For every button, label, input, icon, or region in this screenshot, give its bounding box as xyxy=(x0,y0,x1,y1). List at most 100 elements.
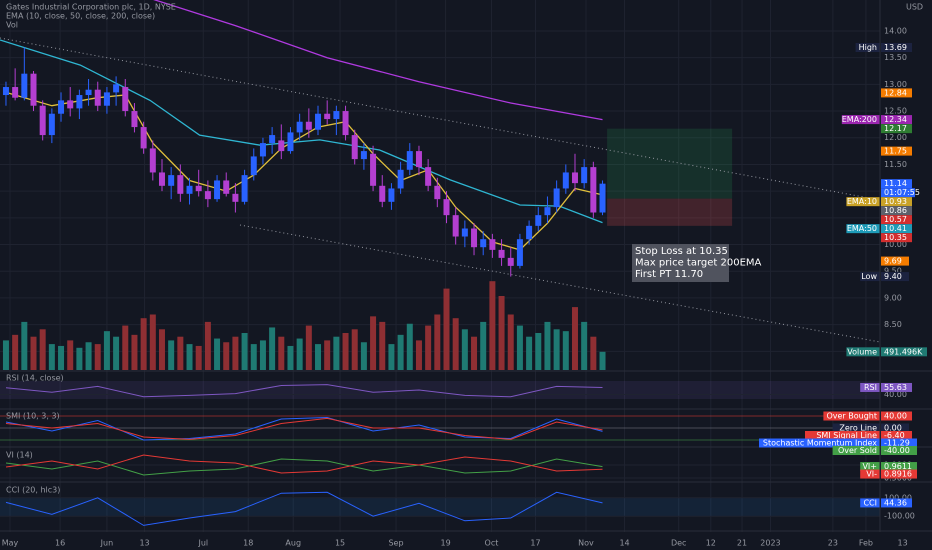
axis-name-box xyxy=(860,469,880,479)
volume-bar xyxy=(223,342,230,370)
axis-label-box xyxy=(881,215,912,225)
axis-name: EMA:200 xyxy=(842,115,877,124)
axis-label-box xyxy=(881,224,912,234)
axis-label-box xyxy=(881,423,909,433)
axis-name-box xyxy=(860,498,880,508)
volume-bar xyxy=(333,336,340,370)
volume-bar xyxy=(30,336,37,370)
axis-label: 0.00 xyxy=(884,424,902,433)
volume-bar xyxy=(204,321,211,370)
volume-bar xyxy=(259,340,266,370)
candle-body xyxy=(461,228,468,237)
indicator-line xyxy=(5,417,603,440)
axis-name: EMA:10 xyxy=(847,197,877,206)
axis-label-box xyxy=(881,43,912,53)
axis-name-box xyxy=(860,462,880,472)
axes: May 16 Jun 13 Jul 18 Aug 15 Sep 19 Oct 17 Nov 14 Dec 12… xyxy=(2,26,908,547)
axis-name: EMA:50 xyxy=(847,224,877,233)
volume-bar xyxy=(553,329,560,370)
axis-label: 10.35 xyxy=(884,233,907,242)
candle-body xyxy=(379,185,386,202)
axis-label: 12.84 xyxy=(884,88,907,97)
currency: USD xyxy=(906,3,923,12)
candle-body xyxy=(590,167,597,213)
candle-body xyxy=(158,172,165,186)
candle-body xyxy=(177,175,184,194)
candle-body xyxy=(351,135,358,160)
x-tick-label: Sep xyxy=(388,539,403,548)
candle-body xyxy=(388,188,395,202)
annotation-text: Stop Loss at 10.35 xyxy=(635,246,728,257)
candle-body xyxy=(186,185,193,194)
axis-label-box xyxy=(881,179,912,189)
axis-label: 0.9611 xyxy=(884,462,912,471)
volume-bar xyxy=(324,340,331,370)
candle-body xyxy=(544,207,551,216)
y-tick-label: 13.50 xyxy=(884,53,907,62)
axis-name: CCI xyxy=(863,498,877,507)
axis-label: 13.69 xyxy=(884,43,907,52)
candle-body xyxy=(471,228,478,248)
axis-label: -40.00 xyxy=(884,446,910,455)
volume-bar xyxy=(370,316,377,370)
candle-body xyxy=(287,132,294,152)
axis-name-box xyxy=(841,115,880,125)
axis-label: 40.00 xyxy=(884,412,907,421)
candle-body xyxy=(103,92,110,106)
x-tick-label: 19 xyxy=(440,539,450,548)
candle-body xyxy=(526,225,533,240)
volume-bar xyxy=(214,338,221,370)
volume-bar xyxy=(241,333,248,370)
axis-name: Volume xyxy=(847,347,877,356)
candle-body xyxy=(406,151,413,170)
candle-body xyxy=(12,87,19,98)
candle-body xyxy=(168,175,175,186)
candle-body xyxy=(195,185,202,192)
axis-label-box xyxy=(881,146,912,156)
axis-label: 12.17 xyxy=(884,124,907,133)
volume-bar xyxy=(67,340,74,370)
volume-bar xyxy=(278,336,285,370)
volume-bar xyxy=(250,344,257,370)
axis-label: 11.14 xyxy=(884,179,907,188)
axis-name: Over Bought xyxy=(826,412,877,421)
volume-bar xyxy=(599,351,606,370)
volume-bar xyxy=(186,344,193,370)
axis-name-box xyxy=(846,197,880,207)
target-zone xyxy=(607,128,733,199)
x-tick-label: Jun xyxy=(100,539,114,548)
axis-label-box xyxy=(881,115,912,125)
axis-label-box xyxy=(881,469,917,479)
axis-name: SMI Signal Line xyxy=(816,431,877,440)
grid xyxy=(0,0,880,532)
axis-label-box xyxy=(881,462,917,472)
candle-body xyxy=(232,193,239,202)
volume-bar xyxy=(535,333,542,370)
pane-band xyxy=(0,497,880,517)
x-tick-label: Aug xyxy=(285,539,301,548)
volume-bar xyxy=(452,318,459,370)
axis-name: VI- xyxy=(866,470,877,479)
candle-body xyxy=(507,257,514,266)
volume-bar xyxy=(21,321,28,370)
volume-bar xyxy=(461,329,468,370)
candle-body xyxy=(315,113,322,130)
annotation-text: First PT 11.70 xyxy=(635,269,703,280)
y-tick-label: 9.50 xyxy=(884,267,902,276)
volume-bar xyxy=(94,344,101,370)
candle-body xyxy=(342,111,349,136)
axis-name-box xyxy=(855,43,880,53)
axis-label-box xyxy=(881,256,909,266)
volume-bar xyxy=(590,336,597,370)
pane-title: SMI (10, 3, 3) xyxy=(6,412,60,421)
volume-bar xyxy=(85,342,92,370)
candle-body xyxy=(204,191,211,200)
candle-body xyxy=(480,239,487,248)
countdown-box xyxy=(881,188,915,198)
volume-bar xyxy=(287,345,294,370)
x-tick-label: 23 xyxy=(828,539,838,548)
axis-label-box xyxy=(881,88,912,98)
volume-bar xyxy=(379,321,386,370)
axis-label-box xyxy=(881,382,912,392)
